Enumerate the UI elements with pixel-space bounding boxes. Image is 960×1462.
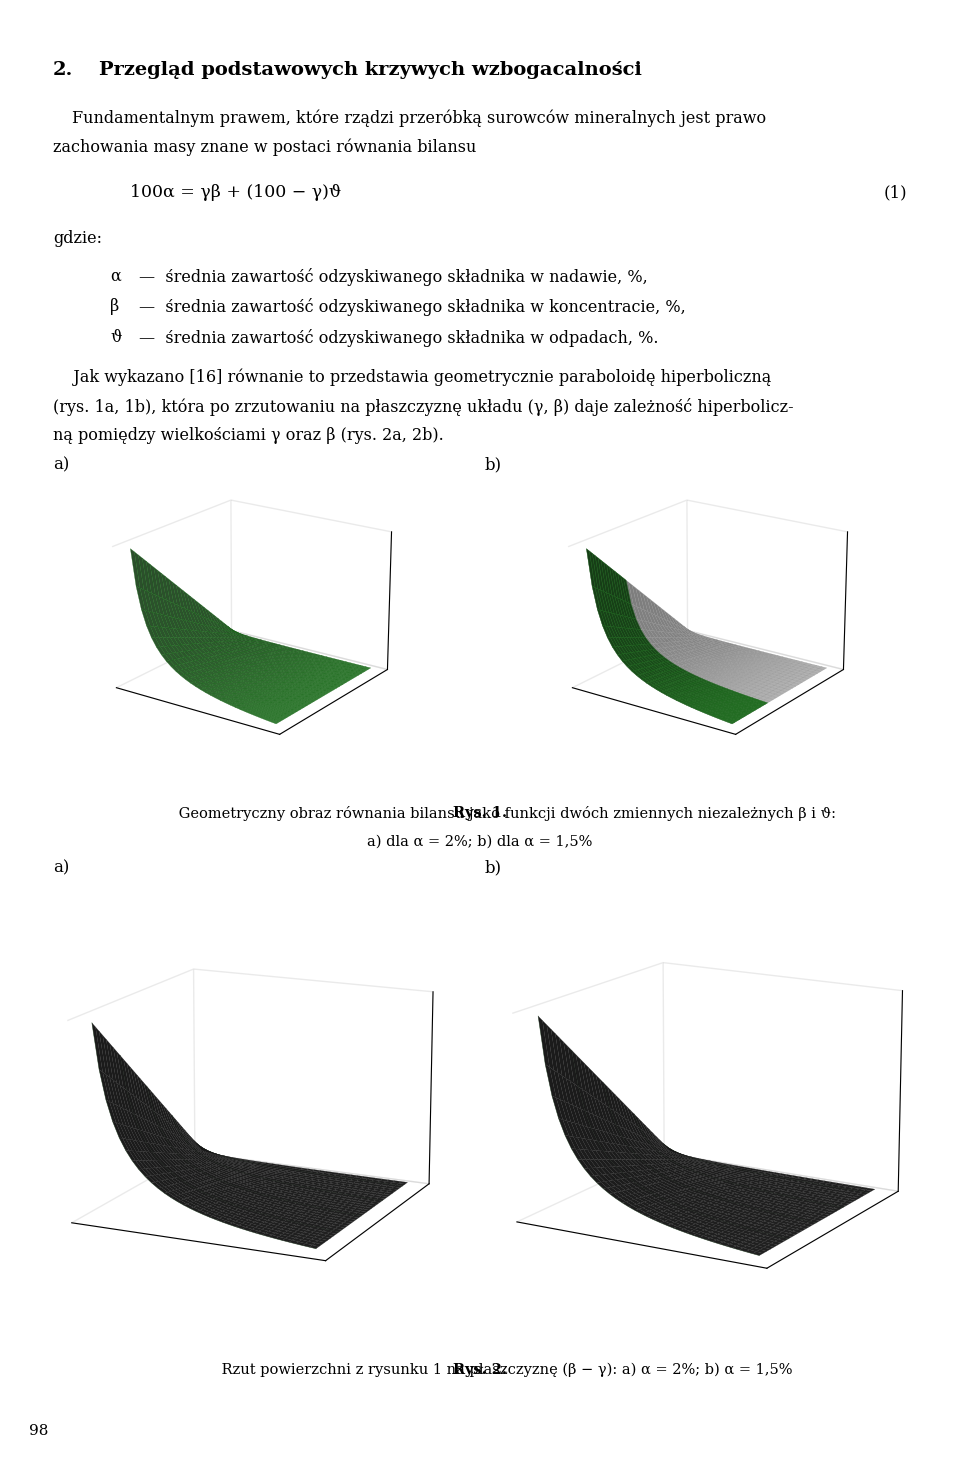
Text: gdzie:: gdzie: xyxy=(53,230,102,247)
Text: (1): (1) xyxy=(883,184,907,202)
Text: b): b) xyxy=(485,860,502,877)
Text: Geometryczny obraz równania bilansu jako funkcji dwóch zmiennych niezależnych β : Geometryczny obraz równania bilansu jako… xyxy=(174,806,836,820)
Text: (rys. 1a, 1b), która po zrzutowaniu na płaszczyznę układu (γ, β) daje zależność : (rys. 1a, 1b), która po zrzutowaniu na p… xyxy=(53,398,793,415)
Text: Rys. 1.: Rys. 1. xyxy=(453,806,507,820)
Text: b): b) xyxy=(485,456,502,474)
Text: ϑ: ϑ xyxy=(110,329,122,346)
Text: 100α = γβ + (100 − γ)ϑ: 100α = γβ + (100 − γ)ϑ xyxy=(130,184,341,202)
Text: Rzut powierzchni z rysunku 1 na płaszczyznę (β − γ): a) α = 2%; b) α = 1,5%: Rzut powierzchni z rysunku 1 na płaszczy… xyxy=(217,1363,793,1377)
Text: —  średnia zawartość odzyskiwanego składnika w nadawie, %,: — średnia zawartość odzyskiwanego składn… xyxy=(139,268,648,285)
Text: 2.: 2. xyxy=(53,61,73,79)
Text: 98: 98 xyxy=(29,1424,48,1439)
Text: a) dla α = 2%; b) dla α = 1,5%: a) dla α = 2%; b) dla α = 1,5% xyxy=(368,835,592,849)
Text: —  średnia zawartość odzyskiwanego składnika w koncentracie, %,: — średnia zawartość odzyskiwanego składn… xyxy=(139,298,686,316)
Text: Fundamentalnym prawem, które rządzi przeróbką surowców mineralnych jest prawo: Fundamentalnym prawem, które rządzi prze… xyxy=(72,110,766,127)
Text: β: β xyxy=(110,298,120,316)
Text: Rys. 2.: Rys. 2. xyxy=(453,1363,507,1377)
Text: α: α xyxy=(110,268,121,285)
Text: ną pomiędzy wielkościami γ oraz β (rys. 2a, 2b).: ną pomiędzy wielkościami γ oraz β (rys. … xyxy=(53,427,444,444)
Text: Przegląd podstawowych krzywych wzbogacalności: Przegląd podstawowych krzywych wzbogacal… xyxy=(99,61,641,79)
Text: a): a) xyxy=(53,860,69,877)
Text: Jak wykazano [16] równanie to przedstawia geometrycznie paraboloidę hiperboliczn: Jak wykazano [16] równanie to przedstawi… xyxy=(53,368,771,386)
Text: zachowania masy znane w postaci równania bilansu: zachowania masy znane w postaci równania… xyxy=(53,139,476,156)
Text: —  średnia zawartość odzyskiwanego składnika w odpadach, %.: — średnia zawartość odzyskiwanego składn… xyxy=(139,329,659,346)
Text: a): a) xyxy=(53,456,69,474)
